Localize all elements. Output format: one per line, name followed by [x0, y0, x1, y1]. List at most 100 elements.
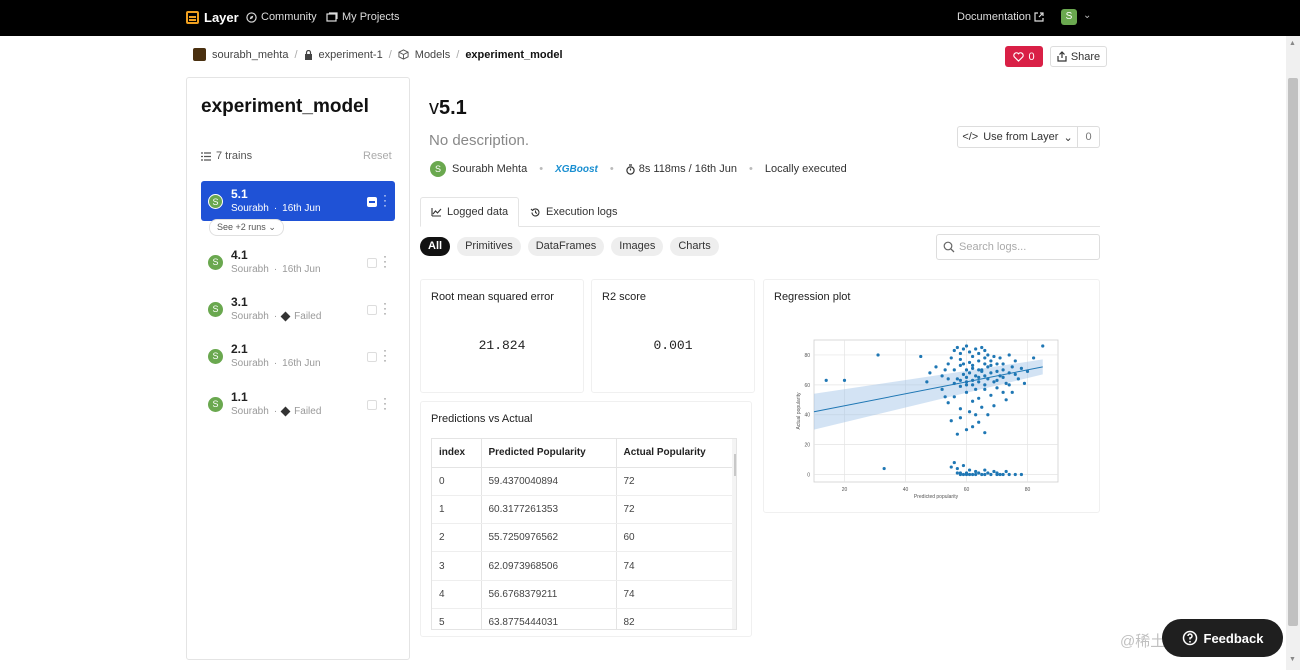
scroll-up-icon[interactable]: ▲ [735, 441, 736, 448]
data-point [964, 383, 969, 387]
my-projects-link[interactable]: My Projects [326, 11, 399, 23]
run-version: 2.1 [231, 342, 248, 356]
cell: 74 [616, 580, 734, 609]
kebab-menu-icon[interactable]: · · · [383, 296, 387, 320]
use-from-layer-button[interactable]: </> Use from Layer ⌄ [957, 126, 1078, 148]
documentation-link[interactable]: Documentation [957, 11, 1044, 23]
data-point [958, 416, 962, 420]
x-tick-label: 40 [903, 487, 909, 493]
data-point [977, 368, 981, 372]
run-checkbox[interactable] [367, 400, 377, 410]
data-point [1010, 390, 1014, 394]
run-item-3-1[interactable]: S 3.1 Sourabh · Failed · · · [201, 289, 395, 329]
search-input[interactable] [959, 241, 1089, 253]
data-point [940, 387, 944, 391]
feedback-button[interactable]: Feedback [1162, 619, 1283, 657]
breadcrumb-project[interactable]: experiment-1 [318, 48, 383, 61]
run-item-5-1[interactable]: S 5.1 Sourabh · 16th Jun · · · [201, 181, 395, 221]
filter-all[interactable]: All [420, 237, 451, 256]
meta-separator: · [273, 406, 278, 417]
page-scrollbar[interactable]: ▲ ▼ [1286, 36, 1300, 670]
run-checkbox[interactable] [367, 305, 377, 315]
cell: 82 [616, 608, 734, 629]
filter-primitives[interactable]: Primitives [457, 237, 521, 256]
scroll-up-icon[interactable]: ▲ [1289, 40, 1296, 47]
data-point [946, 377, 950, 381]
owner-avatar [193, 48, 206, 61]
data-point [980, 405, 984, 409]
data-point [983, 468, 987, 472]
column-header[interactable]: Predicted Popularity [481, 439, 617, 468]
run-version: 1.1 [231, 390, 248, 404]
filter-dataframes[interactable]: DataFrames [527, 237, 605, 256]
cell: 5 [432, 608, 482, 629]
breadcrumb-models[interactable]: Models [414, 48, 451, 61]
data-point [980, 472, 984, 477]
table-scrollbar[interactable]: ▲ ▼ [732, 439, 736, 629]
share-label: Share [1070, 50, 1101, 63]
user-avatar[interactable]: S [1061, 9, 1077, 25]
table-scroll-thumb[interactable] [734, 454, 736, 476]
owner-name[interactable]: Sourabh Mehta [452, 163, 528, 175]
filter-charts[interactable]: Charts [670, 237, 719, 256]
tab-execution-logs[interactable]: Execution logs [520, 197, 628, 227]
see-more-runs-button[interactable]: See +2 runs ⌄ [209, 219, 284, 236]
cell: 55.7250976562 [481, 523, 617, 553]
cube-icon [398, 49, 409, 60]
kebab-menu-icon[interactable]: · · · [383, 249, 387, 273]
run-status: 16th Jun [282, 264, 321, 275]
failed-icon [280, 406, 291, 417]
scroll-down-icon[interactable]: ▼ [735, 619, 736, 626]
r2-label: R2 score [602, 291, 647, 303]
run-item-4-1[interactable]: S 4.1 Sourabh · 16th Jun · · · [201, 242, 395, 282]
data-point [992, 354, 996, 359]
data-point [967, 468, 972, 472]
community-link[interactable]: Community [246, 11, 317, 23]
data-point [998, 356, 1002, 360]
data-point [983, 348, 987, 353]
like-button[interactable]: 0 [1005, 46, 1043, 67]
run-checkbox[interactable] [367, 258, 377, 268]
execution-type: Locally executed [764, 163, 847, 175]
share-button[interactable]: Share [1050, 46, 1107, 67]
data-point [964, 390, 969, 394]
run-checkbox[interactable] [367, 352, 377, 362]
cell: 2 [432, 523, 482, 553]
run-item-2-1[interactable]: S 2.1 Sourabh · 16th Jun · · · [201, 336, 395, 376]
kebab-menu-icon[interactable]: · · · [383, 188, 387, 212]
cell: 56.6768379211 [481, 580, 617, 609]
run-item-1-1[interactable]: S 1.1 Sourabh · Failed · · · [201, 384, 395, 424]
data-point [986, 471, 990, 475]
cell: 59.4370040894 [481, 467, 617, 496]
data-point [1004, 398, 1008, 402]
r2-panel: R2 score 0.001 [591, 279, 755, 393]
column-header[interactable]: Actual Popularity [616, 439, 734, 468]
r2-value: 0.001 [653, 338, 693, 353]
scrollbar-thumb[interactable] [1288, 78, 1298, 626]
data-point [1019, 472, 1023, 477]
data-point [971, 383, 975, 387]
tab-logged-data[interactable]: Logged data [420, 197, 520, 227]
search-box[interactable] [936, 234, 1100, 260]
data-point [964, 472, 969, 477]
kebab-menu-icon[interactable]: · · · [383, 343, 387, 367]
compass-icon [246, 11, 257, 23]
regression-plot: 20 40 60 80 0 20 40 60 80 Predicted popularity Act… [796, 339, 1059, 500]
filter-images[interactable]: Images [611, 237, 664, 256]
scroll-down-icon[interactable]: ▼ [1289, 656, 1296, 663]
run-checkbox[interactable] [367, 197, 377, 207]
brand-link[interactable]: Layer [186, 10, 239, 25]
data-point [989, 472, 993, 477]
chart-title: Regression plot [774, 291, 851, 303]
breadcrumb-user[interactable]: sourabh_mehta [212, 48, 289, 61]
reset-button[interactable]: Reset [363, 150, 392, 162]
run-user: Sourabh [231, 406, 269, 417]
column-header[interactable]: index [432, 439, 482, 468]
data-point [980, 368, 984, 372]
owner-avatar: S [430, 161, 446, 177]
data-point [925, 380, 929, 384]
cell: 4 [432, 580, 482, 609]
kebab-menu-icon[interactable]: · · · [383, 391, 387, 415]
chevron-down-icon[interactable]: ⌄ [1083, 10, 1092, 21]
run-user: Sourabh [231, 203, 269, 214]
